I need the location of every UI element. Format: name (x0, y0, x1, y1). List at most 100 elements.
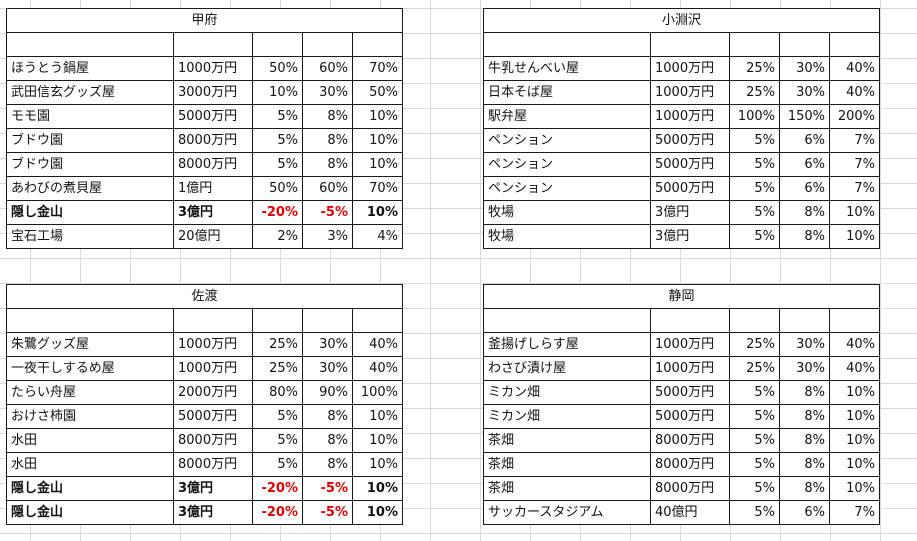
property-name-cell[interactable]: 隠し金山 (6, 476, 174, 501)
price-cell[interactable]: 1000万円 (650, 356, 730, 381)
rate-cell-2[interactable]: 8% (779, 476, 830, 501)
rate-cell-3[interactable]: 10% (352, 404, 403, 429)
property-name-cell[interactable]: 駅弁屋 (483, 104, 651, 129)
rate-cell-2[interactable]: 8% (302, 152, 353, 177)
price-cell[interactable]: 3億円 (173, 476, 253, 501)
rate-cell-2[interactable]: 30% (779, 356, 830, 381)
price-cell[interactable]: 5000万円 (650, 128, 730, 153)
rate-cell-1[interactable]: 5% (729, 476, 780, 501)
rate-cell-2[interactable]: 30% (779, 332, 830, 357)
price-cell[interactable]: 1000万円 (173, 332, 253, 357)
rate-cell-1[interactable]: 5% (729, 176, 780, 201)
rate-cell-1[interactable]: 5% (729, 224, 780, 249)
rate-cell-3[interactable]: 10% (829, 380, 880, 405)
property-name-cell[interactable]: おけさ柿園 (6, 404, 174, 429)
rate-cell-1[interactable]: 2% (252, 224, 303, 249)
rate-cell-1[interactable]: 5% (252, 452, 303, 477)
rate-cell-3[interactable]: 40% (352, 332, 403, 357)
rate-cell-3[interactable]: 7% (829, 176, 880, 201)
rate-cell-1[interactable]: 5% (729, 152, 780, 177)
price-cell[interactable]: 8000万円 (173, 428, 253, 453)
price-cell[interactable]: 5000万円 (173, 104, 253, 129)
rate-cell-1[interactable]: 25% (729, 56, 780, 81)
rate-cell-1[interactable]: 25% (252, 332, 303, 357)
property-name-cell[interactable]: 水田 (6, 452, 174, 477)
price-cell[interactable]: 3億円 (650, 200, 730, 225)
property-name-cell[interactable]: あわびの煮貝屋 (6, 176, 174, 201)
price-cell[interactable]: 8000万円 (650, 428, 730, 453)
price-cell[interactable]: 1000万円 (650, 80, 730, 105)
property-name-cell[interactable]: わさび漬け屋 (483, 356, 651, 381)
rate-cell-2[interactable]: 8% (302, 428, 353, 453)
rate-cell-1[interactable]: 10% (252, 80, 303, 105)
price-cell[interactable]: 3億円 (650, 224, 730, 249)
property-name-cell[interactable]: サッカースタジアム (483, 500, 651, 525)
rate-cell-2[interactable]: 30% (302, 356, 353, 381)
price-cell[interactable]: 3000万円 (173, 80, 253, 105)
rate-cell-3[interactable]: 10% (352, 476, 403, 501)
rate-cell-2[interactable]: 8% (779, 200, 830, 225)
property-name-cell[interactable]: 牛乳せんべい屋 (483, 56, 651, 81)
property-name-cell[interactable]: ペンション (483, 152, 651, 177)
price-cell[interactable]: 1000万円 (173, 356, 253, 381)
rate-cell-2[interactable]: 8% (779, 428, 830, 453)
rate-cell-3[interactable]: 10% (352, 428, 403, 453)
table-title[interactable]: 佐渡 (6, 284, 403, 309)
rate-cell-3[interactable]: 40% (829, 80, 880, 105)
price-cell[interactable]: 8000万円 (650, 452, 730, 477)
rate-cell-3[interactable]: 50% (352, 80, 403, 105)
property-name-cell[interactable]: 宝石工場 (6, 224, 174, 249)
property-name-cell[interactable]: 牧場 (483, 224, 651, 249)
rate-cell-1[interactable]: 100% (729, 104, 780, 129)
rate-cell-1[interactable]: 25% (252, 356, 303, 381)
rate-cell-3[interactable]: 10% (829, 428, 880, 453)
property-name-cell[interactable]: 日本そば屋 (483, 80, 651, 105)
property-name-cell[interactable]: 一夜干しするめ屋 (6, 356, 174, 381)
rate-cell-2[interactable]: 90% (302, 380, 353, 405)
property-name-cell[interactable]: 水田 (6, 428, 174, 453)
rate-cell-1[interactable]: 25% (729, 356, 780, 381)
price-cell[interactable]: 8000万円 (173, 152, 253, 177)
property-name-cell[interactable]: 隠し金山 (6, 500, 174, 525)
price-cell[interactable]: 1000万円 (650, 332, 730, 357)
price-cell[interactable]: 5000万円 (650, 176, 730, 201)
price-cell[interactable]: 5000万円 (650, 404, 730, 429)
rate-cell-2[interactable]: 6% (779, 176, 830, 201)
rate-cell-1[interactable]: 5% (252, 404, 303, 429)
rate-cell-2[interactable]: 8% (302, 452, 353, 477)
property-name-cell[interactable]: 隠し金山 (6, 200, 174, 225)
property-name-cell[interactable]: 牧場 (483, 200, 651, 225)
rate-cell-2[interactable]: -5% (302, 476, 353, 501)
rate-cell-3[interactable]: 10% (829, 452, 880, 477)
rate-cell-2[interactable]: 60% (302, 176, 353, 201)
rate-cell-2[interactable]: -5% (302, 200, 353, 225)
price-cell[interactable]: 3億円 (173, 200, 253, 225)
price-cell[interactable]: 1000万円 (173, 56, 253, 81)
property-name-cell[interactable]: たらい舟屋 (6, 380, 174, 405)
rate-cell-3[interactable]: 100% (352, 380, 403, 405)
rate-cell-1[interactable]: 5% (729, 500, 780, 525)
price-cell[interactable]: 5000万円 (173, 404, 253, 429)
price-cell[interactable]: 20億円 (173, 224, 253, 249)
rate-cell-1[interactable]: 5% (252, 128, 303, 153)
price-cell[interactable]: 5000万円 (650, 152, 730, 177)
rate-cell-2[interactable]: 8% (779, 452, 830, 477)
rate-cell-1[interactable]: -20% (252, 476, 303, 501)
price-cell[interactable]: 1000万円 (650, 56, 730, 81)
rate-cell-1[interactable]: 5% (252, 152, 303, 177)
table-title[interactable]: 甲府 (6, 8, 403, 33)
property-name-cell[interactable]: 茶畑 (483, 428, 651, 453)
rate-cell-1[interactable]: 5% (729, 404, 780, 429)
rate-cell-2[interactable]: 150% (779, 104, 830, 129)
rate-cell-1[interactable]: 5% (252, 104, 303, 129)
rate-cell-1[interactable]: 25% (729, 332, 780, 357)
rate-cell-3[interactable]: 10% (829, 200, 880, 225)
price-cell[interactable]: 1000万円 (650, 104, 730, 129)
price-cell[interactable]: 3億円 (173, 500, 253, 525)
rate-cell-3[interactable]: 40% (829, 56, 880, 81)
table-title[interactable]: 静岡 (483, 284, 880, 309)
rate-cell-2[interactable]: 8% (302, 404, 353, 429)
property-name-cell[interactable]: 武田信玄グッズ屋 (6, 80, 174, 105)
rate-cell-3[interactable]: 10% (829, 404, 880, 429)
rate-cell-2[interactable]: 8% (779, 380, 830, 405)
